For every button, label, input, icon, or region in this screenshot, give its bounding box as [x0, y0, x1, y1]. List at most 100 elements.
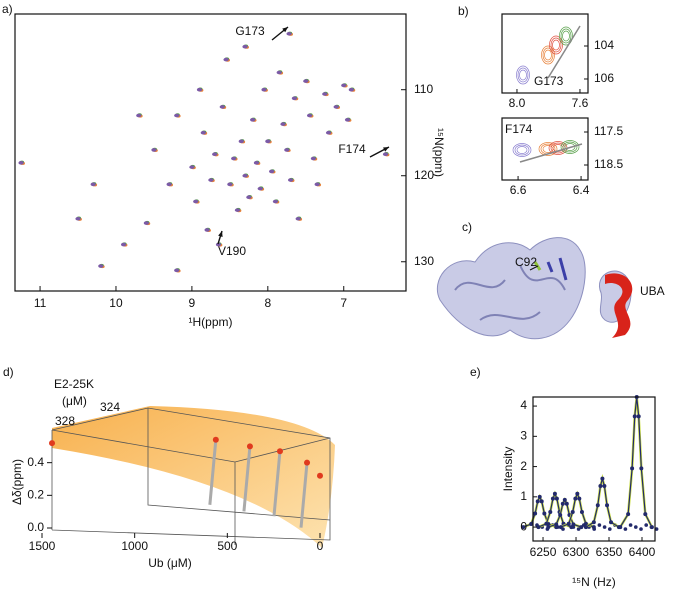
data-point	[246, 443, 253, 450]
peak	[306, 113, 313, 118]
data-point	[579, 525, 584, 530]
contour	[519, 69, 527, 81]
peak	[325, 130, 332, 135]
data-point	[636, 414, 641, 419]
contour	[549, 35, 563, 55]
y-tick-label: 0.0	[27, 520, 44, 534]
data-point	[618, 525, 623, 530]
data-point	[602, 483, 607, 488]
peak	[287, 178, 294, 182]
peak	[212, 152, 218, 157]
plot-frame	[501, 13, 589, 94]
data-point	[643, 512, 648, 517]
peak	[250, 118, 256, 122]
y-tick-label: 120	[414, 168, 434, 182]
baseline-dot	[576, 527, 581, 531]
surface	[51, 406, 335, 548]
data-point	[562, 497, 567, 502]
x-tick-label: 11	[34, 296, 47, 310]
data-point	[573, 496, 578, 501]
y-axis-label: ¹⁵N(ppm)	[432, 128, 446, 177]
x-tick-label: 500	[217, 539, 237, 553]
drop-line	[299, 462, 309, 528]
peak	[215, 242, 222, 247]
x-tick-label: 1500	[29, 539, 56, 553]
data-point	[537, 494, 542, 499]
x-tick-label: 7	[340, 296, 347, 310]
peak	[90, 182, 96, 187]
z-tick-label: 328	[55, 414, 75, 428]
data-point	[570, 509, 575, 514]
contour	[541, 45, 555, 65]
data-point	[558, 525, 563, 530]
data-point	[577, 496, 582, 501]
peak	[295, 216, 301, 221]
peak	[242, 173, 248, 178]
baseline-dot	[644, 523, 648, 527]
data-point	[591, 520, 596, 525]
data-point	[317, 472, 323, 479]
peak	[276, 70, 282, 75]
peak	[242, 44, 248, 49]
y-tick-label: 3	[520, 428, 527, 442]
panel-label: b)	[458, 4, 469, 18]
x-tick-label: 8	[264, 296, 271, 310]
contour	[564, 143, 576, 151]
data-point	[600, 476, 605, 481]
x-tick-label: 9	[189, 296, 196, 310]
data-point	[544, 521, 549, 526]
baseline-dot	[628, 523, 633, 527]
trend-arrow	[547, 25, 581, 79]
contour	[562, 30, 570, 42]
peak	[223, 57, 229, 62]
contour	[560, 28, 572, 44]
x-tick-label: 1000	[121, 539, 148, 553]
data-point	[212, 436, 219, 443]
peak	[284, 148, 290, 152]
data-point	[608, 520, 613, 525]
contour	[559, 26, 573, 46]
contour	[560, 140, 580, 154]
peak	[208, 178, 214, 182]
data-point	[639, 466, 644, 471]
data-point	[571, 522, 576, 527]
y-tick-label: 118.5	[594, 157, 623, 171]
data-point	[554, 496, 559, 501]
peak	[382, 152, 389, 157]
x-tick-label: 6.4	[573, 183, 590, 197]
peak	[219, 105, 225, 109]
peak	[246, 195, 252, 200]
peak	[253, 161, 260, 165]
contour	[538, 142, 558, 156]
x-tick-label: 6400	[629, 545, 656, 559]
arrow-head	[218, 231, 223, 237]
peak	[344, 118, 351, 122]
panel-label: c)	[462, 220, 472, 234]
peak	[151, 148, 157, 152]
peak	[204, 228, 210, 232]
peak	[341, 83, 347, 88]
data-point	[49, 440, 56, 447]
peak	[269, 169, 275, 174]
baseline-dot	[634, 525, 638, 529]
data-point	[554, 522, 559, 527]
data-point	[566, 521, 571, 526]
y-tick-label: 104	[594, 38, 614, 52]
peak	[286, 31, 292, 36]
peak	[174, 113, 180, 118]
data-point	[521, 525, 526, 530]
peak	[314, 182, 320, 187]
x-tick-label: 8.0	[509, 96, 526, 110]
arrow-head	[383, 147, 389, 152]
z-tick-label: 324	[100, 400, 120, 414]
data-point	[649, 525, 654, 530]
x-axis-label: ¹H(ppm)	[189, 315, 233, 329]
data-point	[546, 525, 551, 530]
y-tick-label: 0.4	[27, 455, 44, 469]
data-point	[533, 511, 538, 516]
data-point	[536, 525, 541, 530]
data-point	[552, 491, 557, 496]
contour	[552, 39, 560, 51]
peak	[280, 122, 286, 126]
